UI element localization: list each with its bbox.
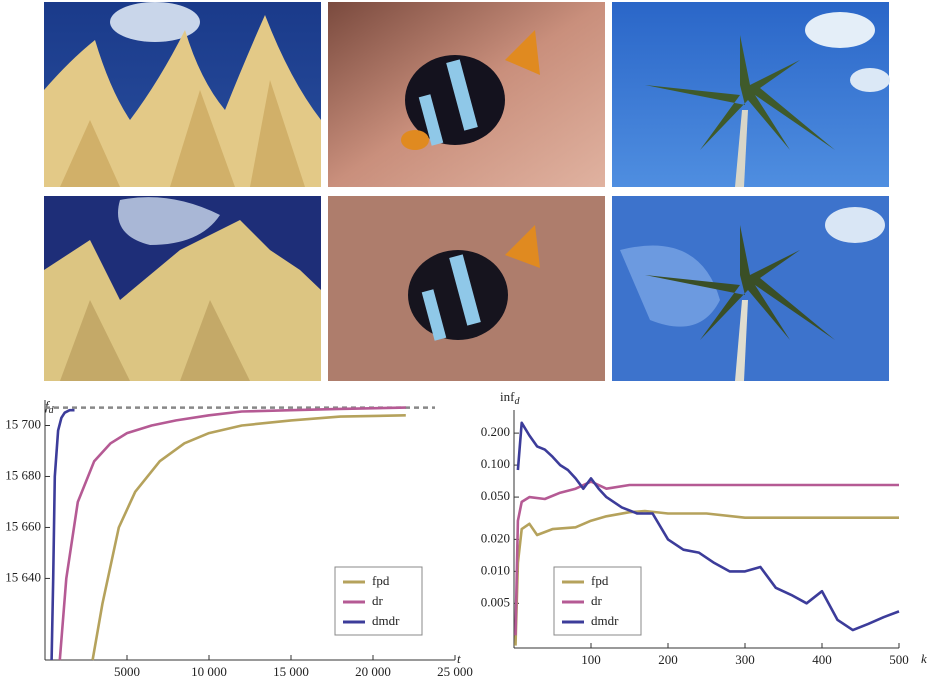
charts: 15 640 15 660 15 680 15 700 5000 10 000 15 000… bbox=[5, 389, 927, 679]
segmented-pampas bbox=[44, 196, 321, 381]
x-tick-label: 400 bbox=[812, 652, 832, 667]
figure: 15 640 15 660 15 680 15 700 5000 10 000 15 000… bbox=[0, 0, 934, 683]
x-tick-label: 100 bbox=[581, 652, 601, 667]
photo-palm bbox=[612, 2, 890, 187]
x-axis-label: t bbox=[457, 651, 461, 666]
photo-pampas bbox=[44, 2, 321, 187]
x-tick-label: 5000 bbox=[114, 664, 140, 679]
x-tick-label: 25 000 bbox=[437, 664, 473, 679]
x-tick-label: 500 bbox=[889, 652, 909, 667]
x-tick-label: 10 000 bbox=[191, 664, 227, 679]
figure-svg: 15 640 15 660 15 680 15 700 5000 10 000 15 000… bbox=[0, 0, 934, 683]
legend-label: dr bbox=[372, 593, 384, 608]
y-tick-label: 15 680 bbox=[5, 467, 41, 482]
legend-label: dmdr bbox=[591, 613, 619, 628]
y-tick-label: 15 700 bbox=[5, 416, 41, 431]
y-axis-label-text: inf bbox=[500, 389, 515, 404]
y-tick-label: 0.010 bbox=[481, 562, 510, 577]
x-axis-label: k bbox=[921, 651, 927, 666]
y-tick-label: 15 640 bbox=[5, 569, 41, 584]
y-axis-label-sub: d bbox=[514, 396, 520, 407]
y-tick-label: 15 660 bbox=[5, 518, 41, 533]
photo-clownfish bbox=[328, 2, 605, 187]
x-tick-label: 20 000 bbox=[355, 664, 391, 679]
legend-label: fpd bbox=[372, 573, 390, 588]
y-tick-label: 0.020 bbox=[481, 530, 510, 545]
y-tick-label: 0.050 bbox=[481, 488, 510, 503]
y-tick-label: 0.005 bbox=[481, 594, 510, 609]
x-tick-label: 15 000 bbox=[273, 664, 309, 679]
x-tick-label: 300 bbox=[735, 652, 755, 667]
y-tick-label: 0.100 bbox=[481, 456, 510, 471]
legend-label: dmdr bbox=[372, 613, 400, 628]
segmented-clownfish bbox=[328, 196, 605, 381]
y-axis-label: infd bbox=[500, 389, 520, 407]
y-tick-label: 0.200 bbox=[481, 424, 510, 439]
segmented-palm bbox=[612, 196, 889, 381]
x-tick-label: 200 bbox=[658, 652, 678, 667]
legend-label: dr bbox=[591, 593, 603, 608]
legend-label: fpd bbox=[591, 573, 609, 588]
